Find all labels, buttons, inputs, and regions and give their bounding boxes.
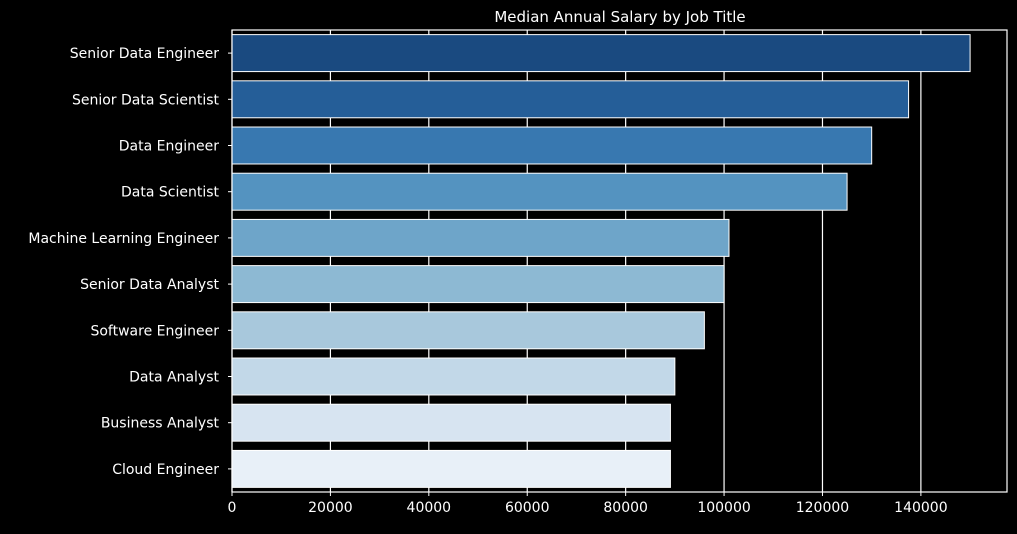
y-tick-label: Data Engineer <box>119 139 219 155</box>
bar <box>231 357 676 396</box>
x-tick-labels: 0 20000 40000 60000 80000 100000 120000 140000 <box>228 492 948 516</box>
y-tick-label: Machine Learning Engineer <box>28 231 219 247</box>
y-tick-label: Data Analyst <box>129 370 219 386</box>
y-tick-label: Business Analyst <box>101 416 220 432</box>
x-tick-label: 40000 <box>407 500 452 516</box>
y-tick-label: Senior Data Engineer <box>70 46 220 62</box>
x-tick-label: 140000 <box>894 500 947 516</box>
y-tick-label: Cloud Engineer <box>112 462 219 478</box>
chart-title: Median Annual Salary by Job Title <box>494 8 745 26</box>
bar <box>231 265 725 304</box>
y-tick-label: Data Scientist <box>121 185 220 201</box>
x-tick-label: 20000 <box>308 500 353 516</box>
y-tick-label: Software Engineer <box>90 323 219 339</box>
x-tick-label: 60000 <box>505 500 550 516</box>
bar <box>231 172 848 211</box>
bar <box>231 34 971 73</box>
bar <box>231 403 671 442</box>
bar <box>231 80 910 119</box>
bar <box>231 449 671 488</box>
bar <box>231 218 730 257</box>
bar <box>231 311 705 350</box>
x-tick-label: 80000 <box>603 500 648 516</box>
y-tick-label: Senior Data Analyst <box>80 277 219 293</box>
bar <box>231 126 873 165</box>
x-tick-label: 0 <box>228 500 237 516</box>
y-tick-labels: Senior Data Engineer Senior Data Scientis… <box>28 46 232 478</box>
plot-frame <box>231 29 1008 493</box>
x-tick-label: 100000 <box>697 500 750 516</box>
y-tick-label: Senior Data Scientist <box>72 92 220 108</box>
x-tick-label: 120000 <box>796 500 849 516</box>
